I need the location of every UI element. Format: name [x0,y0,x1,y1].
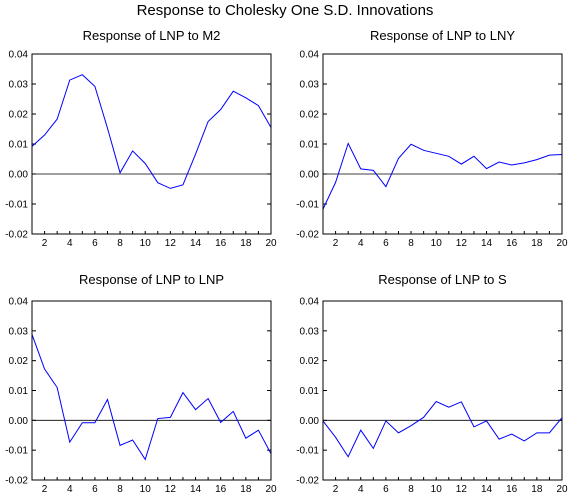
x-tick-label: 14 [481,484,493,495]
x-tick-label: 14 [190,484,202,495]
x-tick-label: 8 [408,484,414,495]
x-tick-label: 20 [265,484,277,495]
panel-title-lnp: Response of LNP to LNP [79,272,224,287]
panel-lny: Response of LNP to LNY 0.04 0.03 0.02 0.01 0.… [296,28,568,249]
x-tick-label: 10 [140,238,152,249]
x-tick-label: 2 [333,238,339,249]
y-tick-label: -0.02 [296,230,319,241]
x-tick-label: 10 [431,238,443,249]
x-tick-label: 18 [531,238,543,249]
x-tick-label: 12 [456,484,468,495]
y-tick-label: 0.02 [9,356,29,367]
series-line-s [322,400,563,458]
y-tick-label: 0.03 [300,80,320,91]
y-tick-label: -0.02 [296,476,319,487]
panel-title-lny: Response of LNP to LNY [370,28,515,43]
panel-m2: Response of LNP to M2 0.04 0.03 0.02 0.01 0.0… [5,28,277,249]
series-line-lnp [31,334,272,461]
x-tick-label: 6 [383,484,389,495]
panel-lnp: Response of LNP to LNP 0.04 0.03 0.02 0.01 0.… [5,272,277,495]
x-tick-label: 16 [215,238,227,249]
panel-s: Response of LNP to S 0.04 0.03 0.02 0.01 0.00… [296,272,568,495]
x-tick-label: 2 [42,484,48,495]
x-tick-label: 4 [358,484,364,495]
x-tick-label: 2 [333,484,339,495]
series-line-lny [322,142,563,210]
plot-frame-lnp [31,300,272,481]
x-tick-label: 6 [92,238,98,249]
y-tick-label: 0.02 [300,356,320,367]
x-tick-label: 4 [67,238,73,249]
y-tick-label: -0.01 [296,446,319,457]
y-tick-label: 0.02 [9,110,29,121]
y-tick-label: 0.00 [300,170,320,181]
x-tick-label: 12 [456,238,468,249]
y-tick-label: 0.02 [300,110,320,121]
x-tick-label: 14 [481,238,493,249]
y-tick-label: 0.03 [300,326,320,337]
y-tick-label: 0.00 [9,416,29,427]
x-tick-label: 8 [117,238,123,249]
y-tick-label: -0.01 [5,200,28,211]
x-tick-label: 6 [92,484,98,495]
x-tick-label: 12 [165,484,177,495]
y-tick-label: 0.01 [300,140,320,151]
y-tick-label: 0.01 [9,140,29,151]
y-tick-label: -0.02 [5,230,28,241]
x-tick-label: 14 [190,238,202,249]
panel-title-m2: Response of LNP to M2 [83,28,221,43]
x-tick-label: 18 [240,238,252,249]
y-tick-label: 0.04 [300,50,320,61]
x-tick-label: 16 [506,238,518,249]
x-tick-label: 18 [531,484,543,495]
panel-title-s: Response of LNP to S [378,272,507,287]
x-tick-label: 18 [240,484,252,495]
y-tick-label: 0.00 [9,170,29,181]
y-tick-label: 0.03 [9,326,29,337]
plot-frame-m2 [31,53,272,235]
series-line-m2 [31,74,272,189]
plot-frame-lny [322,53,563,235]
y-tick-label: 0.04 [300,297,320,308]
panels-group: Response of LNP to M2 0.04 0.03 0.02 0.01 0.0… [5,28,568,495]
figure-title: Response to Cholesky One S.D. Innovation… [137,2,434,19]
y-tick-label: 0.03 [9,80,29,91]
x-tick-label: 16 [506,484,518,495]
plot-frame-s [322,300,563,481]
x-tick-label: 8 [117,484,123,495]
x-tick-label: 20 [556,238,568,249]
x-tick-label: 10 [431,484,443,495]
x-tick-label: 4 [67,484,73,495]
y-tick-label: -0.02 [5,476,28,487]
y-tick-label: 0.00 [300,416,320,427]
x-tick-label: 20 [265,238,277,249]
y-tick-label: 0.04 [9,50,29,61]
x-tick-label: 20 [556,484,568,495]
y-tick-label: 0.01 [9,386,29,397]
x-tick-label: 2 [42,238,48,249]
x-tick-label: 8 [408,238,414,249]
x-tick-label: 10 [140,484,152,495]
x-tick-label: 16 [215,484,227,495]
y-tick-label: -0.01 [296,200,319,211]
y-tick-label: 0.04 [9,297,29,308]
y-tick-label: -0.01 [5,446,28,457]
x-tick-label: 6 [383,238,389,249]
y-tick-label: 0.01 [300,386,320,397]
x-tick-label: 4 [358,238,364,249]
x-tick-label: 12 [165,238,177,249]
